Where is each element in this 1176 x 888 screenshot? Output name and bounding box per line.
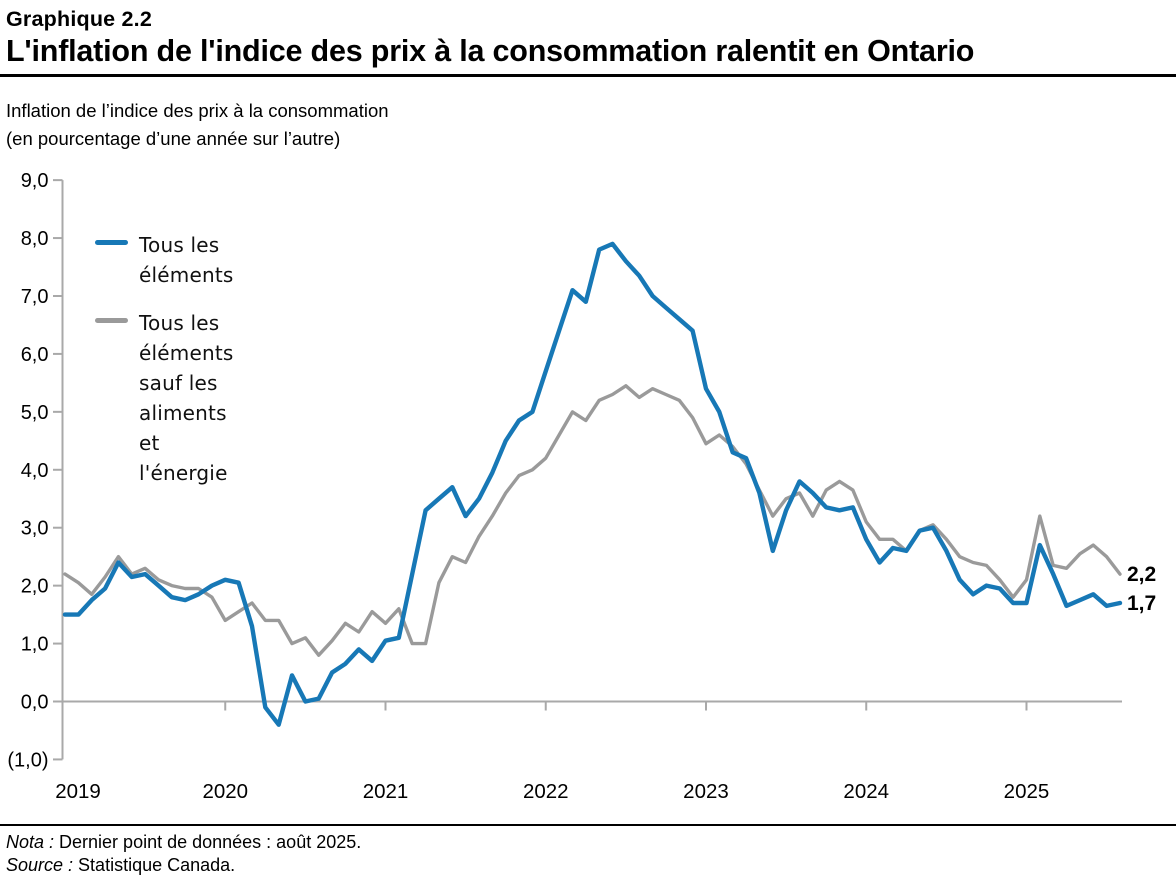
legend-swatch-ex-food-energy-line	[95, 318, 128, 323]
chart-footer: Nota : Dernier point de données : août 2…	[0, 824, 1176, 877]
y-axis-tick-label: 5,0	[21, 402, 49, 424]
y-axis-tick-label: 8,0	[21, 228, 49, 250]
x-axis-tick-label: 2025	[1004, 780, 1050, 803]
y-axis-tick-label: (1,0)	[7, 749, 48, 771]
x-axis-tick-label: 2020	[202, 780, 248, 803]
y-axis-tick-label: 2,0	[21, 576, 49, 598]
legend-swatch-all-items-line	[95, 240, 128, 245]
nota-text: Dernier point de données : août 2025.	[54, 832, 362, 852]
y-axis-tick-label: 7,0	[21, 286, 49, 308]
legend-item-ex-food-energy: Tous les éléments sauf les aliments et l…	[95, 308, 233, 488]
x-axis-tick-label: 2021	[363, 780, 409, 803]
source-label: Source :	[6, 855, 74, 875]
y-axis-tick-label: 6,0	[21, 344, 49, 366]
series-line-all_items	[62, 241, 1123, 727]
nota-label: Nota :	[6, 832, 55, 852]
nota-line: Nota : Dernier point de données : août 2…	[6, 831, 1170, 854]
page-title: L'inflation de l'indice des prix à la co…	[6, 34, 975, 68]
y-axis-tick-label: 3,0	[21, 518, 49, 540]
source-line: Source : Statistique Canada.	[6, 854, 1170, 877]
x-axis-tick-label: 2024	[843, 780, 889, 803]
y-axis-tick-label: 4,0	[21, 460, 49, 482]
chart-subtitle: Inflation de l’indice des prix à la cons…	[6, 97, 389, 153]
subtitle-line-2: (en pourcentage d’une année sur l’autre)	[6, 128, 341, 149]
chart-number: Graphique 2.2	[6, 7, 152, 31]
source-text: Statistique Canada.	[73, 855, 236, 875]
x-axis-tick-label: 2023	[683, 780, 729, 803]
legend-label-ex-food-energy: Tous les éléments sauf les aliments et l…	[139, 311, 234, 485]
end-value-label-all_items: 1,7	[1127, 592, 1156, 615]
subtitle-line-1: Inflation de l’indice des prix à la cons…	[6, 100, 389, 121]
x-axis-tick-label: 2022	[523, 780, 569, 803]
end-value-label-ex_food_energy: 2,2	[1127, 563, 1156, 586]
legend-label-all-items: Tous les éléments	[139, 233, 234, 287]
y-axis-tick-label: 0,0	[21, 692, 49, 714]
x-axis-tick-label: 2019	[55, 780, 101, 803]
y-axis-tick-label: 9,0	[21, 170, 49, 192]
chart-header: Graphique 2.2 L'inflation de l'indice de…	[0, 0, 1176, 77]
legend-item-all-items: Tous les éléments	[95, 230, 233, 290]
y-axis-tick-label: 1,0	[21, 634, 49, 656]
series-line-ex_food_energy	[63, 384, 1122, 657]
